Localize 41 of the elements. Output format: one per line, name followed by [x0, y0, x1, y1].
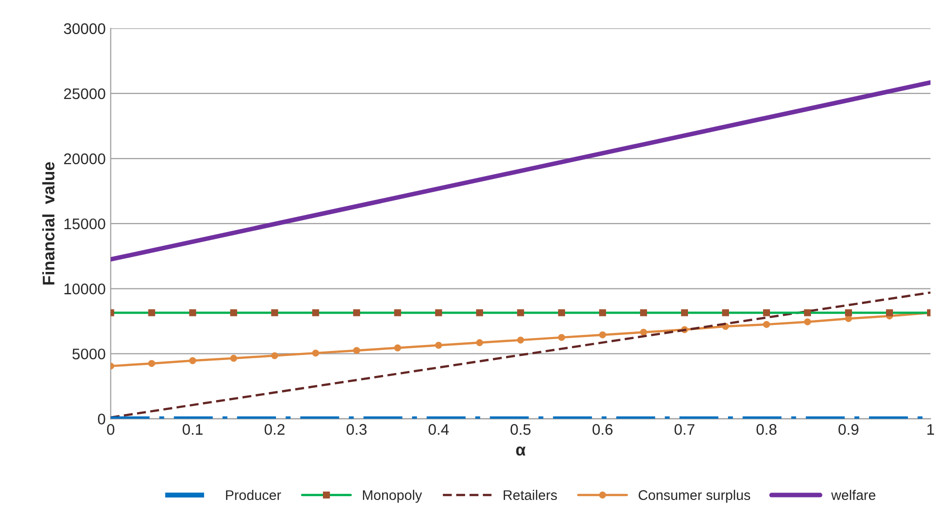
y-tick-label: 20000 — [64, 153, 106, 164]
point — [435, 342, 442, 349]
x-tick-label: 0.4 — [428, 424, 449, 435]
y-tick-label: 25000 — [64, 88, 106, 100]
x-tick-label: 0.5 — [510, 424, 531, 435]
x-tick-label: 0.2 — [264, 424, 284, 435]
legend-label: Consumer surplus — [638, 490, 750, 503]
point — [312, 350, 320, 357]
y-tick-label: 10000 — [64, 284, 106, 294]
y-axis-title: Financial value — [42, 162, 54, 285]
point — [763, 320, 770, 328]
x-axis-title: α — [516, 446, 526, 456]
x-tick-label: 1 — [927, 424, 934, 435]
y-tick-label: 15000 — [64, 218, 106, 230]
point — [189, 357, 196, 364]
point — [394, 344, 402, 352]
point — [230, 354, 238, 362]
point — [558, 334, 566, 341]
point — [148, 360, 156, 367]
point — [599, 331, 606, 338]
legend-label: Producer — [226, 490, 282, 500]
x-tick-label: 0.7 — [674, 424, 694, 435]
legend-label: Monopoly — [362, 490, 422, 503]
legend-label: welfare — [831, 490, 876, 500]
y-tick-label: 5000 — [72, 348, 106, 360]
y-tick-label: 0 — [98, 414, 106, 424]
x-tick-label: 0.8 — [756, 424, 776, 435]
point — [517, 336, 524, 344]
y-tick-label: 30000 — [64, 23, 106, 34]
point — [640, 328, 648, 336]
x-tick-label: 0.3 — [346, 424, 367, 435]
point — [804, 318, 811, 326]
point — [845, 315, 852, 322]
x-tick-label: 0.6 — [592, 424, 613, 435]
x-tick-label: 0.9 — [838, 424, 858, 435]
point — [271, 352, 278, 360]
point — [476, 339, 484, 346]
legend-label: Retailers — [504, 490, 557, 500]
x-tick-label: 0.1 — [182, 424, 203, 435]
point — [353, 346, 360, 354]
x-tick-label: 0 — [107, 424, 114, 435]
